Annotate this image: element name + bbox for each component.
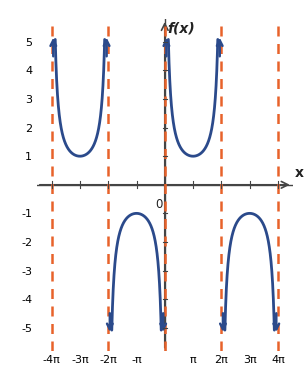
Text: f(x): f(x) [168,22,195,36]
Text: 0: 0 [156,198,163,211]
Text: x: x [294,166,303,181]
